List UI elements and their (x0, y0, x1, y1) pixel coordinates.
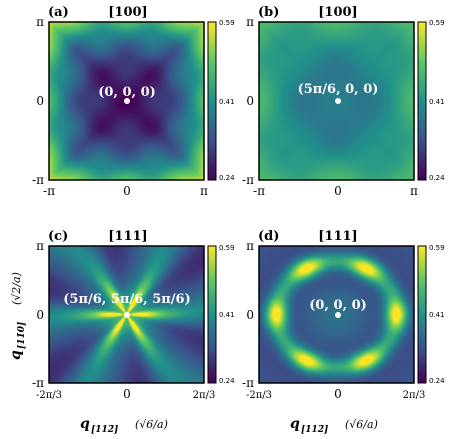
panel-b-xtick-mid: 0 (334, 184, 342, 198)
panel-c-point (124, 312, 130, 318)
panel-d-ytick-bot: -π (242, 376, 254, 390)
panel-b-colorbar (417, 21, 427, 181)
x-axis-label-main: q (80, 416, 90, 432)
panel-c-title: [111] (108, 229, 147, 244)
panel-d-point-label: (0, 0, 0) (309, 298, 367, 313)
panel-c-ytick-top: π (36, 239, 44, 253)
panel-c-cbar-mid: 0.41 (219, 311, 235, 319)
panel-b-point (335, 98, 341, 104)
panel-c-frame (48, 245, 205, 384)
y-axis-label-sub: [11̄0] (17, 322, 27, 349)
panel-b-ytick-bot: -π (242, 173, 254, 187)
x-axis-label-left: q [112̄] (√6/a) (80, 416, 168, 435)
panel-a-xtick-left: -π (43, 184, 55, 198)
panel-d-cbar-min: 0.24 (429, 377, 445, 385)
panel-c-label: (c) (48, 229, 68, 244)
panel-b-point-label: (5π/6, 0, 0) (298, 82, 379, 97)
panel-b-cbar-max: 0.59 (429, 19, 445, 27)
x-axis-label-unit-2: (√6/a) (345, 418, 378, 431)
panel-b-ytick-top: π (246, 15, 254, 29)
panel-c-point-label: (5π/6, 5π/6, 5π/6) (63, 292, 190, 307)
panel-c-colorbar (207, 245, 217, 384)
panel-c-ytick-mid: 0 (36, 308, 44, 322)
panel-a-cbar-min: 0.24 (219, 174, 235, 182)
x-axis-label-sub: [112̄] (91, 425, 118, 435)
panel-b-title: [100] (318, 5, 357, 20)
panel-b: (b) [100] (5π/6, 0, 0) π 0 -π -π 0 π 0.5… (242, 5, 445, 198)
panel-a-xtick-mid: 0 (123, 184, 131, 198)
panel-d-colorbar (417, 245, 427, 384)
panel-d-title: [111] (318, 229, 357, 244)
panel-a-xtick-right: π (200, 184, 208, 198)
panel-b-cbar-mid: 0.41 (429, 98, 445, 106)
panel-d-frame (258, 245, 415, 384)
panel-a-frame (48, 21, 205, 181)
panel-a-ytick-bot: -π (32, 173, 44, 187)
x-axis-label-right: q [112̄] (√6/a) (290, 416, 378, 435)
panel-d-cbar-max: 0.59 (429, 244, 445, 252)
panel-d-point (335, 312, 341, 318)
panel-c: (c) [111] (5π/6, 5π/6, 5π/6) π 0 -π -2π/… (32, 229, 235, 401)
y-axis-label: q [11̄0] (√2/a) (8, 272, 27, 360)
y-axis-label-unit: (√2/a) (10, 272, 23, 305)
panel-a-point (124, 98, 130, 104)
panel-c-cbar-min: 0.24 (219, 377, 235, 385)
panel-a-colorbar (207, 21, 217, 181)
panel-a-ytick-mid: 0 (36, 94, 44, 108)
panel-b-ytick-mid: 0 (246, 94, 254, 108)
panel-d-xtick-right: 2π/3 (403, 390, 426, 401)
panel-a-label: (a) (48, 5, 69, 20)
panel-c-xtick-left: -2π/3 (36, 390, 62, 401)
panel-d-label: (d) (258, 229, 279, 244)
panel-d-ytick-mid: 0 (246, 308, 254, 322)
panel-a-cbar-max: 0.59 (219, 19, 235, 27)
panel-d: (d) [111] (0, 0, 0) π 0 -π -2π/3 0 2π/3 … (242, 229, 445, 401)
panel-c-xtick-right: 2π/3 (193, 390, 216, 401)
panel-a-cbar-mid: 0.41 (219, 98, 235, 106)
panel-b-xtick-left: -π (253, 184, 265, 198)
panel-b-frame (258, 21, 415, 181)
panel-b-xtick-right: π (410, 184, 418, 198)
panel-a-point-label: (0, 0, 0) (98, 85, 156, 100)
panel-a-title: [100] (108, 5, 147, 20)
panel-d-cbar-mid: 0.41 (429, 311, 445, 319)
panel-d-ytick-top: π (246, 239, 254, 253)
panel-c-cbar-max: 0.59 (219, 244, 235, 252)
x-axis-label-sub-2: [112̄] (301, 425, 328, 435)
panel-a-ytick-top: π (36, 15, 44, 29)
panel-d-xtick-mid: 0 (334, 387, 342, 401)
panel-a: (a) [100] (0, 0, 0) π 0 -π -π 0 π 0.59 0… (32, 5, 235, 198)
panel-c-ytick-bot: -π (32, 376, 44, 390)
panel-b-label: (b) (258, 5, 279, 20)
y-axis-label-main: q (8, 350, 24, 360)
x-axis-label-unit: (√6/a) (135, 418, 168, 431)
panel-d-xtick-left: -2π/3 (246, 390, 272, 401)
panel-c-xtick-mid: 0 (123, 387, 131, 401)
x-axis-label-main-2: q (290, 416, 300, 432)
panel-b-cbar-min: 0.24 (429, 174, 445, 182)
